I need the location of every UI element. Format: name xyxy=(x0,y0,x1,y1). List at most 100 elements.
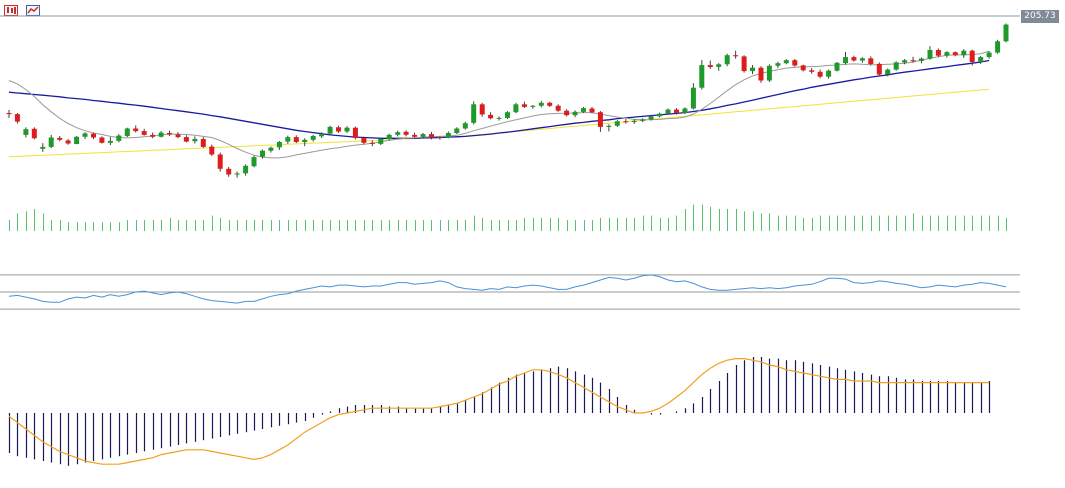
macd-signal-line xyxy=(8,358,990,465)
candle-body xyxy=(843,57,848,64)
candle-body xyxy=(631,120,637,122)
candle-body xyxy=(952,52,958,56)
candle-body xyxy=(386,134,392,140)
candle-body xyxy=(538,102,544,106)
candle-body xyxy=(319,133,325,137)
candle-body xyxy=(834,62,840,71)
candle-body xyxy=(352,127,358,138)
candle-body xyxy=(74,136,80,144)
rsi-pane xyxy=(0,274,1020,310)
candle-body xyxy=(395,132,401,135)
candle-body xyxy=(775,63,781,66)
candle-body xyxy=(640,119,646,121)
candle-body xyxy=(226,168,232,175)
candle-body xyxy=(674,109,679,113)
candle-body xyxy=(336,127,341,132)
candle-body xyxy=(868,58,874,64)
candle-body xyxy=(809,70,815,72)
last-price-label: 205.73 xyxy=(1021,10,1059,23)
candle-body xyxy=(665,109,671,114)
candle-body xyxy=(783,60,789,64)
candle-body xyxy=(496,117,502,119)
candle-body xyxy=(885,69,891,75)
candle-body xyxy=(969,50,975,62)
moving-averages xyxy=(8,50,990,159)
sma-short-line xyxy=(8,50,990,159)
candle-body xyxy=(741,56,747,72)
candle-body xyxy=(141,131,147,135)
sma-long-line xyxy=(8,88,990,158)
candle-body xyxy=(690,87,696,109)
candle-body xyxy=(107,140,113,143)
candlestick-series xyxy=(6,23,1009,178)
candle-body xyxy=(910,60,916,62)
candle-body xyxy=(192,139,198,142)
candle-body xyxy=(276,142,282,148)
candle-body xyxy=(200,139,206,147)
candle-body xyxy=(657,113,663,117)
candle-body xyxy=(437,137,443,139)
candle-body xyxy=(488,114,494,119)
candle-body xyxy=(513,104,519,113)
candle-body xyxy=(851,57,857,61)
candle-body xyxy=(429,134,434,138)
candle-body xyxy=(479,104,485,115)
candle-body xyxy=(403,131,409,135)
candle-body xyxy=(217,154,223,169)
candle-body xyxy=(893,62,899,70)
candle-body xyxy=(919,58,924,61)
candle-body xyxy=(826,70,832,77)
candle-body xyxy=(927,50,933,59)
candle-body xyxy=(268,147,274,151)
candle-body xyxy=(6,113,12,115)
candle-body xyxy=(471,104,477,123)
candle-body xyxy=(209,146,215,155)
candle-body xyxy=(817,71,823,77)
rsi-line xyxy=(8,274,1007,304)
candle-body xyxy=(961,50,967,56)
candle-body xyxy=(40,146,46,149)
candle-body xyxy=(57,137,63,140)
candle-body xyxy=(302,139,308,143)
candle-body xyxy=(581,108,586,112)
candle-body xyxy=(243,165,249,174)
candle-body xyxy=(285,137,291,142)
candle-body xyxy=(902,60,908,63)
candle-body xyxy=(454,128,460,133)
candle-body xyxy=(167,133,172,135)
candle-body xyxy=(606,125,612,127)
candle-body xyxy=(859,58,865,61)
candle-body xyxy=(327,126,333,134)
candle-body xyxy=(14,114,20,122)
candle-body xyxy=(792,60,798,66)
candle-body xyxy=(344,127,350,132)
candle-body xyxy=(750,67,755,72)
candle-body xyxy=(648,116,654,120)
candle-body xyxy=(758,67,764,81)
candle-body xyxy=(589,108,595,113)
candle-body xyxy=(597,112,603,127)
candle-body xyxy=(935,50,941,56)
candle-body xyxy=(564,110,570,116)
sma-mid-line xyxy=(8,59,990,139)
candle-body xyxy=(876,63,882,75)
candle-body xyxy=(23,129,29,135)
candle-body xyxy=(530,105,536,107)
candle-body xyxy=(623,121,629,123)
candle-body xyxy=(724,55,730,65)
candle-body xyxy=(555,105,561,111)
candle-body xyxy=(99,137,105,143)
candle-body xyxy=(707,65,713,67)
candle-body xyxy=(547,102,553,106)
candle-body xyxy=(800,65,806,71)
candle-body xyxy=(310,136,316,140)
candle-body xyxy=(505,112,510,118)
candle-body xyxy=(133,128,139,132)
candle-body xyxy=(944,52,950,56)
candle-body xyxy=(978,57,984,62)
macd-pane xyxy=(8,357,991,466)
candle-body xyxy=(82,133,88,137)
candle-body xyxy=(682,108,688,113)
candle-body xyxy=(175,134,181,138)
